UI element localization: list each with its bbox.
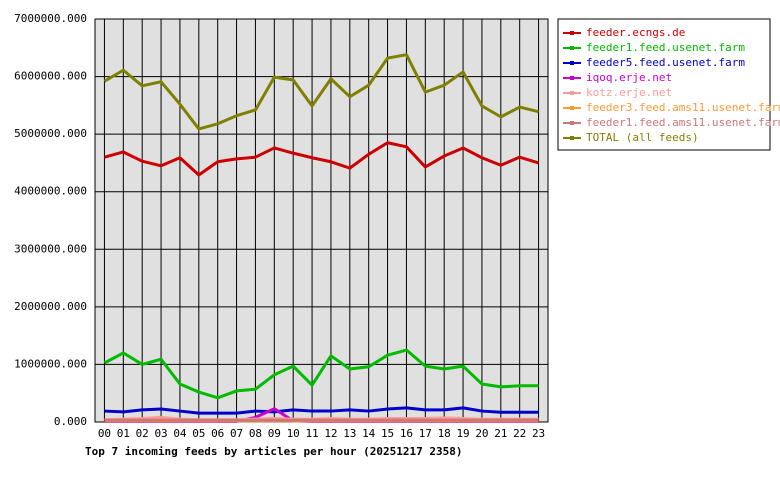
- x-tick-label: 14: [362, 427, 376, 440]
- x-tick-label: 09: [268, 427, 281, 440]
- x-tick-label: 20: [475, 427, 488, 440]
- x-tick-label: 11: [305, 427, 318, 440]
- legend-swatch-dot: [570, 31, 574, 35]
- legend-swatch-dot: [570, 106, 574, 110]
- legend: [557, 18, 771, 151]
- legend-label: feeder.ecngs.de: [586, 26, 685, 39]
- legend-label: iqoq.erje.net: [586, 71, 672, 84]
- x-tick-label: 13: [343, 427, 356, 440]
- x-tick-label: 03: [154, 427, 167, 440]
- legend-label: kotz.erje.net: [586, 86, 672, 99]
- legend-swatch-dot: [570, 136, 574, 140]
- legend-label: feeder5.feed.usenet.farm: [586, 56, 745, 69]
- x-tick-label: 02: [136, 427, 149, 440]
- chart-title: Top 7 incoming feeds by articles per hou…: [85, 445, 463, 458]
- x-tick-label: 19: [456, 427, 469, 440]
- x-tick-label: 04: [173, 427, 187, 440]
- legend-swatch-dot: [570, 121, 574, 125]
- legend-label: feeder1.feed.usenet.farm: [586, 41, 745, 54]
- legend-swatch-dot: [570, 91, 574, 95]
- y-tick-label: 2000000.000: [14, 300, 87, 313]
- legend-swatch-dot: [570, 61, 574, 65]
- series-line: [103, 53, 539, 131]
- x-tick-label: 16: [400, 427, 413, 440]
- legend-label: feeder1.feed.ams11.usenet.farm: [586, 116, 780, 129]
- legend-swatch-dot: [570, 76, 574, 80]
- x-tick-label: 18: [438, 427, 451, 440]
- y-tick-label: 0.000: [54, 415, 87, 428]
- series-line: [104, 141, 540, 177]
- x-tick-label: 05: [192, 427, 205, 440]
- x-tick-label: 08: [249, 427, 262, 440]
- x-tick-label: 12: [324, 427, 337, 440]
- y-tick-label: 6000000.000: [14, 70, 87, 83]
- series-line: [103, 348, 539, 400]
- legend-label: TOTAL (all feeds): [586, 131, 699, 144]
- legend-swatch-dot: [570, 46, 574, 50]
- x-tick-label: 06: [211, 427, 224, 440]
- legend-label: feeder3.feed.ams11.usenet.farm: [586, 101, 780, 114]
- y-tick-label: 7000000.000: [14, 12, 87, 25]
- x-tick-label: 17: [419, 427, 432, 440]
- x-tick-label: 00: [98, 427, 111, 440]
- y-tick-label: 1000000.000: [14, 357, 87, 370]
- x-tick-label: 07: [230, 427, 243, 440]
- x-tick-label: 01: [117, 427, 130, 440]
- y-tick-label: 4000000.000: [14, 185, 87, 198]
- x-tick-label: 10: [287, 427, 300, 440]
- y-tick-label: 5000000.000: [14, 127, 87, 140]
- x-tick-label: 21: [494, 427, 507, 440]
- x-tick-label: 22: [513, 427, 526, 440]
- y-tick-label: 3000000.000: [14, 242, 87, 255]
- series-line: [104, 406, 539, 415]
- x-tick-label: 15: [381, 427, 394, 440]
- x-tick-label: 23: [532, 427, 545, 440]
